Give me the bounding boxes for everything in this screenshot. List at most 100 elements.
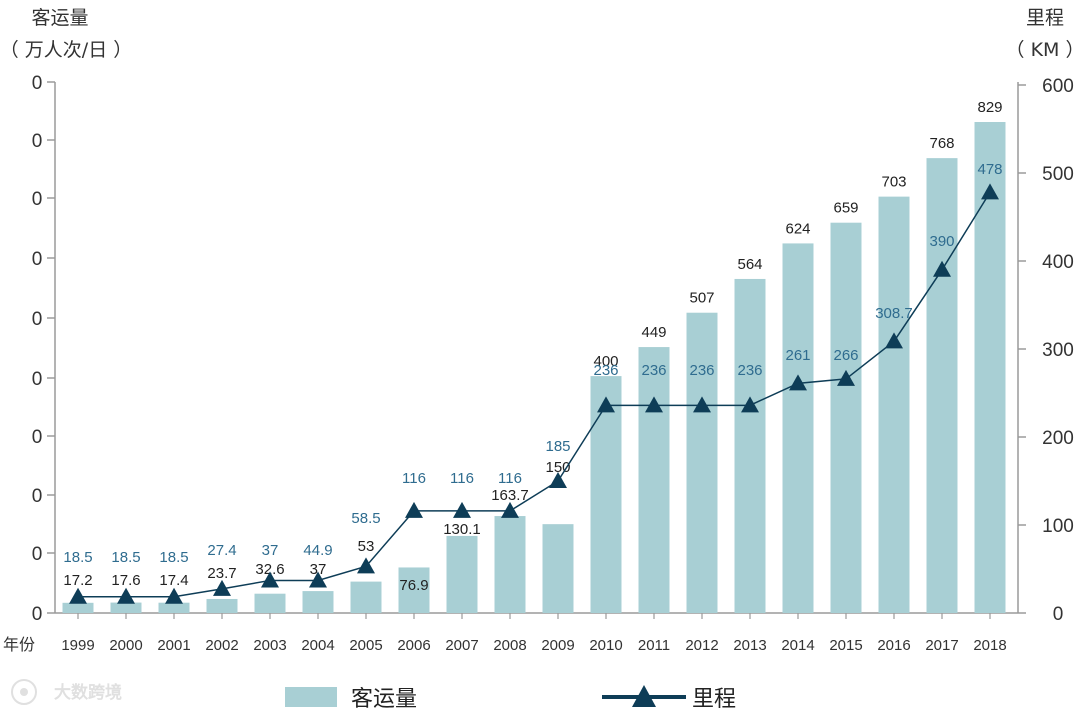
x-tick-label-2014: 2014 bbox=[781, 637, 814, 654]
x-tick-label-2009: 2009 bbox=[541, 637, 574, 654]
y-right-tick-label: 500 bbox=[1042, 164, 1074, 185]
bar-2003 bbox=[254, 593, 286, 613]
line-label-2011: 236 bbox=[641, 362, 666, 379]
x-tick-label-2001: 2001 bbox=[157, 637, 190, 654]
x-tick-label-2017: 2017 bbox=[925, 637, 958, 654]
bar-label-2010: 400 bbox=[593, 353, 618, 370]
y-right-tick-label: 0 bbox=[1053, 604, 1064, 625]
x-tick-label-2012: 2012 bbox=[685, 637, 718, 654]
x-tick-label-2002: 2002 bbox=[205, 637, 238, 654]
line-marker-2013 bbox=[741, 396, 759, 413]
y-right-title: 里程 bbox=[1026, 7, 1064, 29]
bar-label-2014: 624 bbox=[785, 220, 810, 237]
legend-line-marker bbox=[632, 685, 656, 707]
bar-2005 bbox=[350, 581, 382, 613]
bar-label-2012: 507 bbox=[689, 290, 714, 307]
bar-1999 bbox=[62, 602, 94, 613]
line-marker-2007 bbox=[453, 501, 471, 518]
y-left-tick-label: 0 bbox=[32, 249, 43, 270]
bar-2001 bbox=[158, 602, 190, 613]
x-tick-label-1999: 1999 bbox=[61, 637, 94, 654]
line-marker-2000 bbox=[117, 587, 135, 604]
line-label-2009: 185 bbox=[545, 438, 570, 455]
bar-2008 bbox=[494, 516, 526, 613]
legend-line-label: 里程 bbox=[692, 687, 736, 712]
line-label-2002: 27.4 bbox=[207, 542, 236, 559]
line-marker-2012 bbox=[693, 396, 711, 413]
line-label-2004: 44.9 bbox=[303, 542, 332, 559]
bar-2009 bbox=[542, 524, 574, 613]
x-tick-label-2004: 2004 bbox=[301, 637, 334, 654]
x-tick-label-2005: 2005 bbox=[349, 637, 382, 654]
line-label-2014: 261 bbox=[785, 347, 810, 364]
line-marker-2009 bbox=[549, 472, 567, 488]
line-label-2003: 37 bbox=[262, 542, 279, 559]
x-tick-label-2011: 2011 bbox=[638, 637, 670, 654]
watermark-logo-icon-dot bbox=[20, 688, 28, 696]
x-tick-label-2015: 2015 bbox=[829, 637, 862, 654]
y-left-title: 客运量 bbox=[31, 7, 88, 29]
line-marker-2015 bbox=[837, 369, 855, 386]
bar-label-2017: 768 bbox=[929, 135, 954, 152]
line-label-2016: 308.7 bbox=[875, 305, 913, 322]
x-tick-label-2008: 2008 bbox=[493, 637, 526, 654]
bar-label-2007: 130.1 bbox=[443, 521, 481, 538]
bar-2011 bbox=[638, 347, 670, 613]
bar-2012 bbox=[686, 312, 718, 613]
bar-label-2008: 163.7 bbox=[491, 487, 529, 504]
y-left-tick-label: 0 bbox=[32, 73, 43, 94]
line-marker-2008 bbox=[501, 501, 519, 518]
line-marker-2005 bbox=[357, 557, 375, 574]
line-marker-2003 bbox=[261, 571, 279, 588]
bar-2014 bbox=[782, 243, 814, 614]
watermark: 大数跨境 bbox=[11, 679, 122, 705]
line-marker-1999 bbox=[69, 587, 87, 604]
bar-label-2005: 53 bbox=[358, 538, 375, 555]
bar-2002 bbox=[206, 598, 238, 613]
line-marker-2010 bbox=[597, 396, 615, 413]
line-marker-2004 bbox=[309, 571, 327, 588]
line-label-2006: 116 bbox=[402, 470, 426, 487]
line-label-2008: 116 bbox=[498, 470, 522, 487]
x-tick-label-2003: 2003 bbox=[253, 637, 286, 654]
y-right-tick-label: 400 bbox=[1042, 252, 1074, 273]
bar-label-2016: 703 bbox=[881, 174, 906, 191]
y-left-tick-label: 0 bbox=[32, 309, 43, 330]
line-label-2018: 478 bbox=[977, 161, 1002, 178]
y-left-tick-label: 0 bbox=[32, 131, 43, 152]
x-tick-label-2007: 2007 bbox=[445, 637, 478, 654]
bar-2016 bbox=[878, 196, 910, 613]
x-tick-label-2000: 2000 bbox=[109, 637, 142, 654]
bar-2018 bbox=[974, 122, 1006, 613]
x-tick-label-2018: 2018 bbox=[973, 637, 1006, 654]
y-right-tick-label: 100 bbox=[1042, 516, 1074, 537]
x-tick-label-2010: 2010 bbox=[589, 637, 622, 654]
line-marker-2017 bbox=[933, 260, 951, 277]
line-label-2010: 236 bbox=[593, 362, 618, 379]
y-right-unit: （ KM ） bbox=[1006, 39, 1080, 61]
bar-label-2004: 37 bbox=[310, 561, 327, 578]
line-label-2013: 236 bbox=[737, 362, 762, 379]
line-label-2012: 236 bbox=[689, 362, 714, 379]
watermark-logo-icon bbox=[11, 679, 37, 705]
line-marker-2016 bbox=[885, 332, 903, 349]
x-axis-title: 年份 bbox=[3, 635, 35, 654]
line-label-2017: 390 bbox=[929, 233, 954, 250]
bar-label-2015: 659 bbox=[833, 200, 858, 217]
y-left-tick-label: 0 bbox=[32, 189, 43, 210]
y-left-tick-label: 0 bbox=[32, 486, 43, 507]
bar-label-2013: 564 bbox=[737, 256, 762, 273]
line-marker-2001 bbox=[165, 587, 183, 604]
legend-bar-swatch bbox=[285, 687, 337, 707]
legend-bar-label: 客运量 bbox=[351, 687, 417, 712]
bar-label-2003: 32.6 bbox=[255, 561, 284, 578]
line-marker-2018 bbox=[981, 183, 999, 200]
y-left-unit: （ 万人次/日 ） bbox=[0, 39, 132, 61]
line-marker-2011 bbox=[645, 396, 663, 413]
bar-label-2011: 449 bbox=[641, 324, 666, 341]
bar-label-2002: 23.7 bbox=[207, 565, 236, 582]
y-right-tick-label: 600 bbox=[1042, 76, 1074, 97]
bar-2015 bbox=[830, 222, 862, 614]
bar-2004 bbox=[302, 591, 334, 613]
